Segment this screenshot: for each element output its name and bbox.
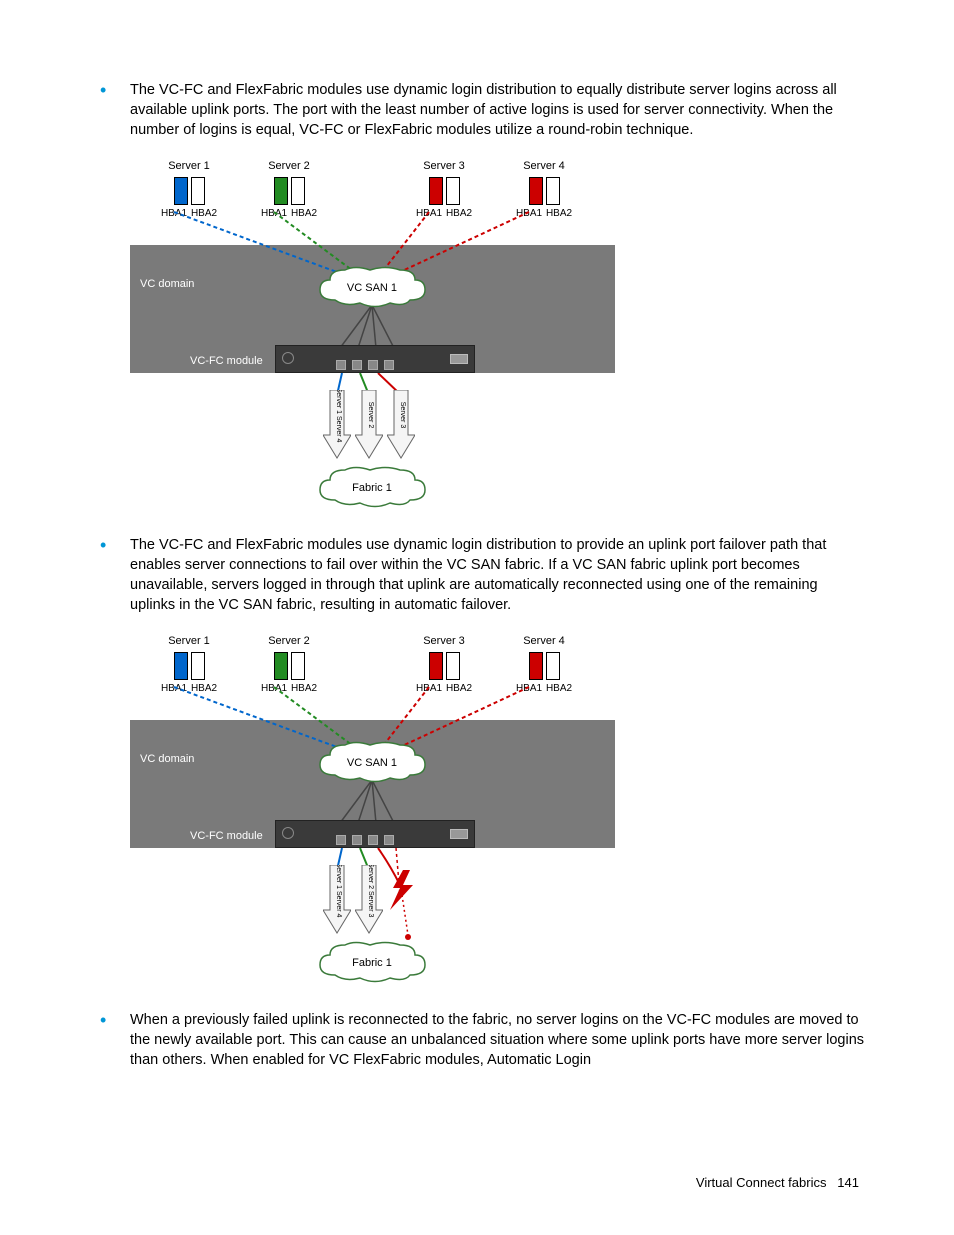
bullet-marker: •: [90, 1010, 130, 1070]
svg-text:Server 3: Server 3: [399, 402, 406, 429]
bullet-text: The VC-FC and FlexFabric modules use dyn…: [130, 535, 864, 615]
diagram-login-distribution: VC domainVC-FC module Server 1 HBA1HBA2 …: [130, 160, 864, 510]
svg-text:Server 1 Server 4: Server 1 Server 4: [335, 390, 342, 443]
page-footer: Virtual Connect fabrics 141: [696, 1175, 859, 1190]
bullet-text: The VC-FC and FlexFabric modules use dyn…: [130, 80, 864, 140]
bullet-item: • When a previously failed uplink is rec…: [90, 1010, 864, 1070]
bullet-marker: •: [90, 535, 130, 615]
bullet-item: • The VC-FC and FlexFabric modules use d…: [90, 535, 864, 615]
bullet-item: • The VC-FC and FlexFabric modules use d…: [90, 80, 864, 140]
svg-text:VC SAN 1: VC SAN 1: [347, 282, 397, 294]
footer-page: 141: [837, 1175, 859, 1190]
svg-text:Server 2: Server 2: [367, 402, 374, 429]
svg-text:Fabric 1: Fabric 1: [352, 957, 392, 969]
svg-text:VC SAN 1: VC SAN 1: [347, 757, 397, 769]
bullet-marker: •: [90, 80, 130, 140]
svg-text:Server 2 Server 3: Server 2 Server 3: [367, 865, 374, 918]
svg-text:Server 1 Server 4: Server 1 Server 4: [335, 865, 342, 918]
bullet-text: When a previously failed uplink is recon…: [130, 1010, 864, 1070]
svg-text:Fabric 1: Fabric 1: [352, 482, 392, 494]
diagram-failover: VC domainVC-FC module Server 1 HBA1HBA2 …: [130, 635, 864, 985]
footer-section: Virtual Connect fabrics: [696, 1175, 827, 1190]
